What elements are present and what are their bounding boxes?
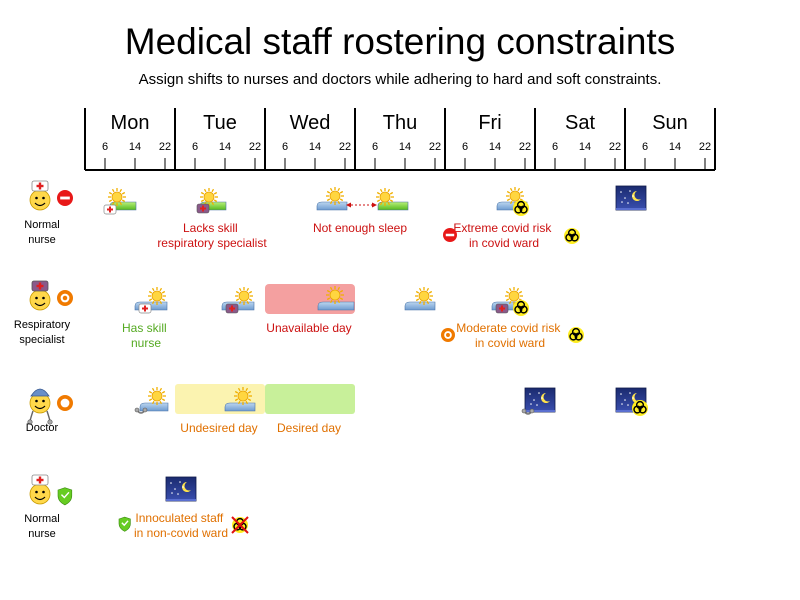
orange-ring-icon [57, 395, 73, 411]
person-avatar [29, 474, 51, 505]
biohazard-icon [231, 516, 249, 534]
staff-row-label: nurse [28, 234, 56, 246]
day-label: Sat [565, 112, 595, 134]
moon-icon [615, 387, 647, 413]
staff-row-label: Normal [24, 513, 59, 525]
day-label: Mon [111, 112, 150, 134]
red-cross-icon [495, 303, 509, 314]
hour-tick-label: 14 [219, 141, 231, 153]
staff-row-label: nurse [28, 528, 56, 540]
staff-row-label: Normal [24, 219, 59, 231]
hour-tick-label: 22 [699, 141, 711, 153]
stethoscope-icon [521, 408, 535, 415]
orange-dot-icon [57, 290, 73, 306]
shift-bar [224, 402, 256, 412]
red-cross-icon [225, 303, 239, 314]
page-title: Medical staff rostering constraints [125, 21, 675, 62]
page-subtitle: Assign shifts to nurses and doctors whil… [139, 71, 662, 88]
shift-bar [317, 301, 355, 311]
red-cross-icon [103, 204, 117, 215]
staff-rows: Normal nurse Respiratory specialist Doctor No… [14, 180, 73, 540]
stethoscope-icon [134, 407, 148, 414]
sun-icon [148, 287, 166, 305]
hour-tick-label: 14 [399, 141, 411, 153]
no-entry-icon [443, 228, 457, 242]
hour-tick-label: 22 [159, 141, 171, 153]
biohazard-icon [568, 327, 584, 343]
shield-check-icon [118, 516, 131, 532]
hour-tick-label: 22 [249, 141, 261, 153]
biohazard-icon [513, 300, 529, 316]
hour-tick-label: 6 [552, 141, 558, 153]
hour-tick-label: 14 [579, 141, 591, 153]
sun-icon [326, 187, 344, 205]
sun-icon [148, 387, 166, 405]
shift-bar [316, 201, 348, 211]
has-skill-label: Has skill nurse [122, 321, 170, 350]
hour-tick-label: 6 [282, 141, 288, 153]
annotation-icons [118, 228, 584, 534]
hour-tick-label: 22 [519, 141, 531, 153]
sun-icon [200, 188, 218, 206]
staff-row-label: Doctor [26, 422, 59, 434]
no-entry-icon [57, 190, 73, 206]
person-avatar [29, 280, 51, 311]
red-cross-icon [138, 303, 152, 314]
hour-tick-label: 6 [642, 141, 648, 153]
hour-tick-label: 14 [669, 141, 681, 153]
hour-tick-label: 14 [129, 141, 141, 153]
sun-icon [234, 387, 252, 405]
biohazard-icon [564, 228, 580, 244]
sun-icon [415, 287, 433, 305]
shield-check-icon [57, 487, 73, 506]
person-avatar [27, 388, 53, 425]
sun-icon [376, 188, 394, 206]
orange-dot-icon [441, 328, 455, 342]
sun-icon [235, 287, 253, 305]
day-label: Thu [383, 112, 417, 134]
extreme-covid-label: Extreme covid risk in covid ward [453, 221, 554, 250]
red-cross-icon [196, 203, 210, 214]
lacks-skill-label: Lacks skill respiratory specialist [157, 221, 267, 250]
hour-tick-label: 22 [339, 141, 351, 153]
staff-row-label: Respiratory [14, 319, 71, 331]
moderate-covid-label: Moderate covid risk in covid ward [456, 321, 563, 350]
desired-day-box [265, 384, 355, 414]
staff-row-label: specialist [19, 334, 64, 346]
hour-tick-label: 22 [609, 141, 621, 153]
day-label: Sun [652, 112, 688, 134]
moon-icon [524, 387, 556, 413]
hour-tick-label: 6 [372, 141, 378, 153]
day-label: Fri [478, 112, 501, 134]
shift-bar [377, 201, 409, 211]
day-label: Wed [290, 112, 331, 134]
biohazard-icon [513, 200, 529, 216]
moon-icon [615, 185, 647, 211]
unavailable-day-label: Unavailable day [266, 321, 351, 335]
hour-tick-label: 6 [102, 141, 108, 153]
hour-tick-label: 14 [489, 141, 501, 153]
person-avatar [29, 180, 51, 211]
hour-tick-label: 6 [462, 141, 468, 153]
sun-icon [326, 286, 344, 304]
hour-tick-label: 14 [309, 141, 321, 153]
day-label: Tue [203, 112, 237, 134]
moon-icon [165, 476, 197, 502]
shift-assignments [103, 185, 648, 502]
undesired-day-label: Undesired day [180, 421, 257, 435]
sun-icon [108, 188, 126, 206]
innoculated-label: Innoculated staff in non-covid ward [134, 511, 228, 540]
shift-bar [404, 301, 436, 311]
desired-day-label: Desired day [277, 421, 341, 435]
biohazard-icon [632, 400, 648, 416]
hour-tick-label: 22 [429, 141, 441, 153]
hour-tick-label: 6 [192, 141, 198, 153]
not-enough-sleep-label: Not enough sleep [313, 221, 407, 235]
